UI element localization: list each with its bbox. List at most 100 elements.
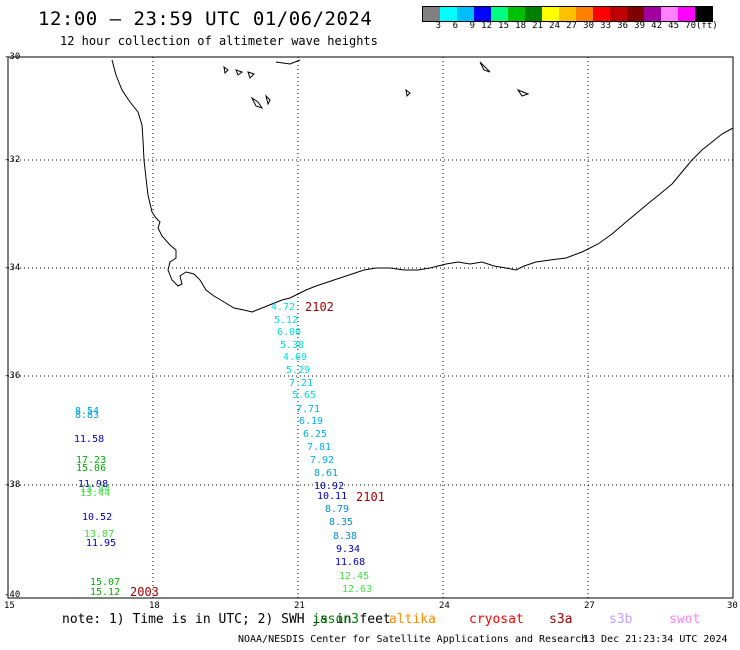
color-scale-label: 33 [600,21,611,31]
coastline [111,59,734,313]
satellite-jason3: jason3 [312,612,359,627]
wave-height-value: 4.72 [271,302,296,313]
wave-height-value: 12.45 [339,571,370,582]
color-scale-label: 45 [668,21,679,31]
color-scale-label: 21 [532,21,543,31]
generation-timestamp: 13 Dec 21:23:34 UTC 2024 [583,634,728,645]
satellite-swot: swot [669,612,701,627]
credit-line: NOAA/NESDIS Center for Satellite Applica… [238,634,588,645]
color-swatch [542,7,559,21]
inland-features [223,59,530,109]
wave-height-value: 7.81 [307,442,332,453]
color-swatch [576,7,593,21]
pass-label: 2101 [356,490,385,504]
wave-height-value: 11.58 [74,434,105,445]
satellite-s3b: s3b [609,612,633,627]
wave-height-value: 8.35 [329,517,354,528]
color-scale-label: 3 [435,21,441,31]
wave-height-value: 8.61 [314,468,339,479]
wave-height-value: 5.65 [292,390,317,401]
color-scale-label: 42 [651,21,662,31]
wave-height-value: 6.19 [299,416,324,427]
wave-height-value: 15.07 [90,577,121,588]
color-scale-label: 12 [481,21,492,31]
color-swatch [491,7,508,21]
color-swatch [593,7,610,21]
wave-height-value: 8.79 [325,504,350,515]
map-frame [7,56,734,599]
color-swatch [508,7,525,21]
color-swatch [610,7,627,21]
lat-label: -34 [4,263,21,273]
wave-height-value: 11.95 [86,538,117,549]
lat-label: -32 [4,155,21,165]
color-swatch [661,7,678,21]
satellite-altika: altika [389,612,436,627]
wave-height-value: 5.38 [280,340,305,351]
wave-height-value: 11.68 [335,557,366,568]
color-swatch [559,7,576,21]
color-scale-label: 18 [515,21,526,31]
footnote: note: 1) Time is in UTC; 2) SWH is in fe… [62,612,391,627]
wave-height-value: 10.52 [82,512,113,523]
wave-height-value: 6.25 [303,429,328,440]
lat-label: -38 [4,480,21,490]
color-swatch [525,7,542,21]
color-swatch [644,7,661,21]
color-swatch [474,7,491,21]
footnote-text: note: 1) Time is in UTC; 2) SWH is in fe… [62,612,391,627]
color-scale-label: 70 [685,21,696,31]
wave-height-value: 4.69 [283,352,308,363]
wave-height-value: 8.38 [333,531,358,542]
color-swatch [457,7,474,21]
color-swatch [440,7,457,21]
wave-height-value: 13.84 [80,484,111,495]
wave-height-value: 10.92 [314,481,345,492]
wave-height-value: 7.21 [289,378,314,389]
wave-height-value: 12.63 [342,584,373,595]
wave-height-value: 10.11 [317,491,348,502]
lon-label: 24 [439,601,450,611]
wave-height-value: 15.06 [76,463,107,474]
lon-label: 30 [727,601,738,611]
lat-label: -30 [4,52,21,62]
pass-label: 2003 [130,585,159,599]
color-scale-label: 39 [634,21,645,31]
color-swatch [423,7,440,21]
color-scale-label: 9 [469,21,475,31]
lon-label: 15 [4,601,15,611]
color-swatch [627,7,644,21]
wave-height-value: 7.92 [310,455,335,466]
satellite-cryosat: cryosat [469,612,524,627]
color-scale-label: 30 [583,21,594,31]
color-scale-label: 15 [498,21,509,31]
map-title: 12:00 — 23:59 UTC 01/06/2024 [38,8,373,30]
color-scale-bar [422,6,713,22]
color-scale-label: 36 [617,21,628,31]
graticule [8,57,733,598]
wave-height-value: 6.00 [277,327,302,338]
color-scale-label: 6 [452,21,458,31]
lon-label: 27 [584,601,595,611]
satellite-s3a: s3a [549,612,573,627]
color-swatch [695,7,712,21]
wave-height-value: 13.44 [80,488,111,499]
pass-label: 2102 [305,300,334,314]
wave-height-value: 13.87 [84,529,115,540]
wave-height-value: 17.23 [76,455,107,466]
lat-label: -40 [4,590,21,600]
lat-label: -36 [4,371,21,381]
wave-height-value: 9.34 [336,544,361,555]
color-swatch [678,7,695,21]
wave-height-value: 11.98 [78,479,109,490]
lon-label: 21 [294,601,305,611]
color-scale-label: 24 [549,21,560,31]
wave-height-value: 8.54 [75,406,100,417]
lon-label: 18 [149,601,160,611]
wave-height-value: 5.12 [274,315,299,326]
wave-height-value: 7.71 [296,404,321,415]
wave-height-value: 15.12 [90,587,121,598]
wave-height-value: 5.29 [286,365,311,376]
color-scale-label: 27 [566,21,577,31]
